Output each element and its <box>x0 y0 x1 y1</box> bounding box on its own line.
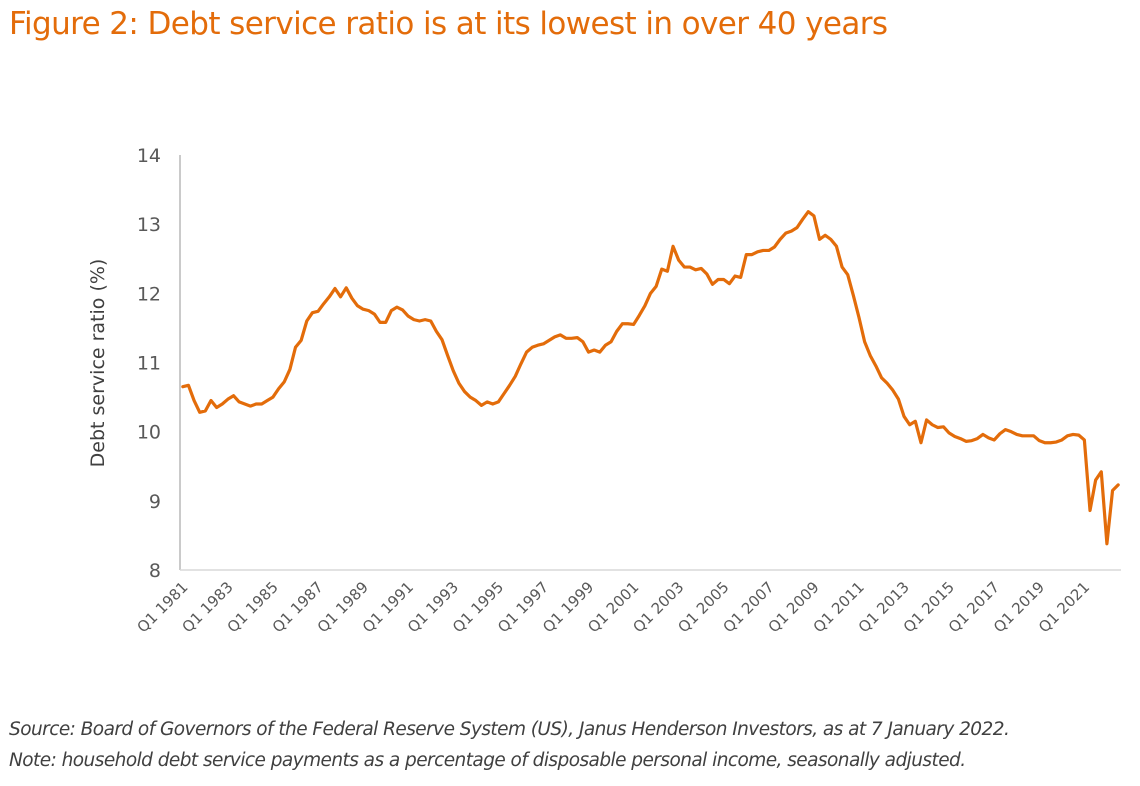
figure-title: Figure 2: Debt service ratio is at its l… <box>9 6 888 42</box>
y-axis: 8 9 10 11 12 13 14 <box>137 145 181 582</box>
y-tick-label: 14 <box>137 145 161 167</box>
y-tick-label: 10 <box>137 422 161 444</box>
y-tick-label: 8 <box>149 560 161 582</box>
footnote: Note: household debt service payments as… <box>9 750 966 771</box>
y-tick-label: 11 <box>137 353 161 375</box>
y-tick-label: 12 <box>137 283 161 305</box>
y-tick-label: 13 <box>137 214 161 236</box>
series-line-debt-service-ratio <box>181 210 1120 546</box>
source-note: Source: Board of Governors of the Federa… <box>9 719 1010 740</box>
y-tick-label: 9 <box>149 491 161 513</box>
y-axis-label: Debt service ratio (%) <box>87 259 109 468</box>
series-group <box>181 210 1120 546</box>
